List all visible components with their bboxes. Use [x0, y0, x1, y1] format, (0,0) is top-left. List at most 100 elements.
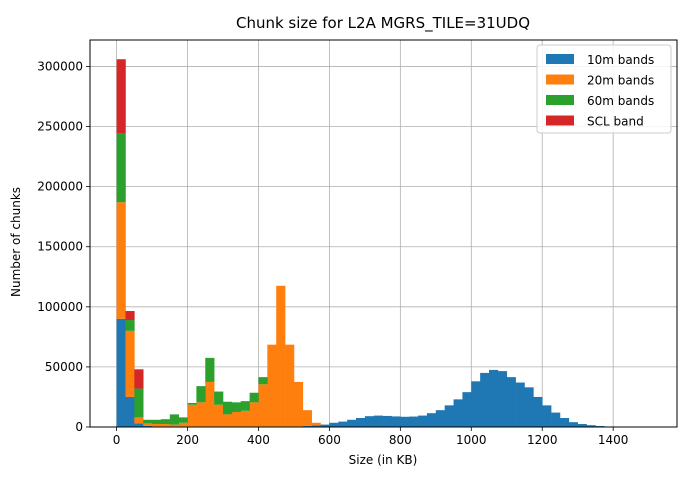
histogram-bar [250, 393, 259, 403]
histogram-bar [462, 392, 471, 427]
histogram-bar [143, 423, 152, 425]
x-tick-label: 600 [318, 433, 341, 447]
x-tick-label: 1400 [598, 433, 629, 447]
histogram-bar [445, 405, 454, 427]
histogram-bar [312, 423, 321, 425]
y-tick-label: 100000 [37, 300, 83, 314]
histogram-bar [374, 416, 383, 427]
histogram-bar [214, 392, 223, 405]
histogram-bar [134, 423, 143, 427]
histogram-bar [134, 369, 143, 388]
legend-swatch [546, 54, 574, 64]
y-tick-label: 200000 [37, 180, 83, 194]
histogram-bar [533, 397, 542, 427]
legend-label: SCL band [587, 115, 644, 129]
histogram-bar [489, 370, 498, 427]
histogram-bar [258, 384, 267, 426]
legend-swatch [546, 95, 574, 105]
histogram-bar [250, 402, 259, 426]
histogram-bar [170, 425, 179, 427]
histogram-bar [179, 417, 188, 422]
histogram-bar [134, 389, 143, 418]
histogram-bar [409, 417, 418, 427]
legend-swatch [546, 75, 574, 85]
x-tick-label: 400 [247, 433, 270, 447]
histogram-bar [134, 417, 143, 423]
histogram-bar [569, 422, 578, 427]
histogram-bar [205, 382, 214, 426]
histogram-bar [223, 402, 232, 415]
legend-label: 10m bands [587, 53, 654, 67]
histogram-bar [507, 377, 516, 427]
histogram-bar [125, 331, 134, 397]
histogram-bar [188, 405, 197, 427]
histogram-bar [161, 419, 170, 424]
histogram-bar [125, 311, 134, 320]
histogram-bar [241, 401, 250, 411]
histogram-bar [152, 420, 161, 424]
histogram-bar [214, 405, 223, 427]
histogram-bar [365, 416, 374, 427]
y-tick-label: 50000 [45, 360, 83, 374]
histogram-bar [232, 402, 241, 412]
histogram-bar [285, 345, 294, 427]
histogram-bar [258, 377, 267, 384]
legend: 10m bands 20m bands 60m bands SCL band [537, 45, 671, 133]
y-tick-label: 250000 [37, 120, 83, 134]
histogram-bar [480, 373, 489, 427]
histogram-bar [161, 424, 170, 426]
histogram-bar [400, 417, 409, 427]
x-tick-label: 200 [176, 433, 199, 447]
histogram-bar [117, 319, 126, 427]
histogram-bar [338, 422, 347, 427]
histogram-bar [125, 320, 134, 331]
histogram-bar [152, 424, 161, 426]
x-axis-label: Size (in KB) [349, 453, 418, 467]
x-tick-label: 0 [113, 433, 121, 447]
histogram-bar [276, 286, 285, 427]
histogram-bar [329, 423, 338, 427]
histogram-bar [294, 382, 303, 426]
y-tick-label: 0 [75, 420, 83, 434]
y-tick-label: 150000 [37, 240, 83, 254]
histogram-bar [196, 402, 205, 426]
x-tick-label: 800 [389, 433, 412, 447]
histogram-bar [560, 418, 569, 427]
histogram-bar [232, 412, 241, 426]
x-tick-label: 1200 [527, 433, 558, 447]
y-axis-label: Number of chunks [9, 187, 23, 297]
histogram-bar [516, 383, 525, 427]
histogram-bar [418, 416, 427, 427]
y-tick-label: 300000 [37, 59, 83, 73]
histogram-bar [303, 410, 312, 426]
histogram-bar [188, 403, 197, 405]
legend-label: 20m bands [587, 74, 654, 88]
histogram-bar [347, 420, 356, 427]
histogram-bar [356, 418, 365, 427]
histogram-bar [524, 387, 533, 427]
histogram-bar [454, 399, 463, 427]
chart-title: Chunk size for L2A MGRS_TILE=31UDQ [236, 14, 530, 33]
legend-swatch [546, 116, 574, 126]
histogram-bar [551, 413, 560, 427]
histogram-bar [471, 381, 480, 427]
legend-label: 60m bands [587, 94, 654, 108]
histogram-bar [117, 202, 126, 319]
histogram-bar [383, 416, 392, 427]
histogram-bar [125, 397, 134, 427]
histogram-bar [170, 414, 179, 424]
histogram-bar [117, 59, 126, 134]
histogram-bar [117, 134, 126, 203]
histogram-bar [205, 358, 214, 382]
histogram-bar [436, 410, 445, 427]
histogram-bar [391, 416, 400, 427]
histogram-bar [196, 386, 205, 402]
histogram-bar [267, 345, 276, 427]
histogram-bar [542, 405, 551, 427]
histogram-bar [241, 411, 250, 427]
histogram-bar [427, 413, 436, 427]
histogram-bar [223, 414, 232, 426]
histogram-bar [179, 423, 188, 427]
